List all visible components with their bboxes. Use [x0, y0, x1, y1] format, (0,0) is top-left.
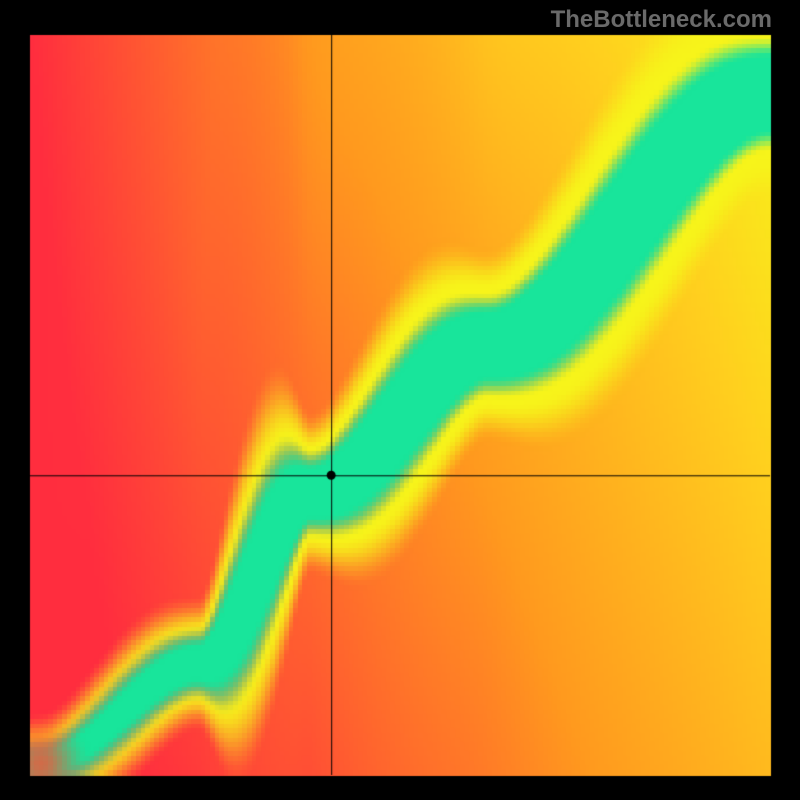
watermark-text: TheBottleneck.com	[551, 6, 772, 34]
chart-container: TheBottleneck.com	[0, 0, 800, 800]
heatmap-canvas	[0, 0, 800, 800]
